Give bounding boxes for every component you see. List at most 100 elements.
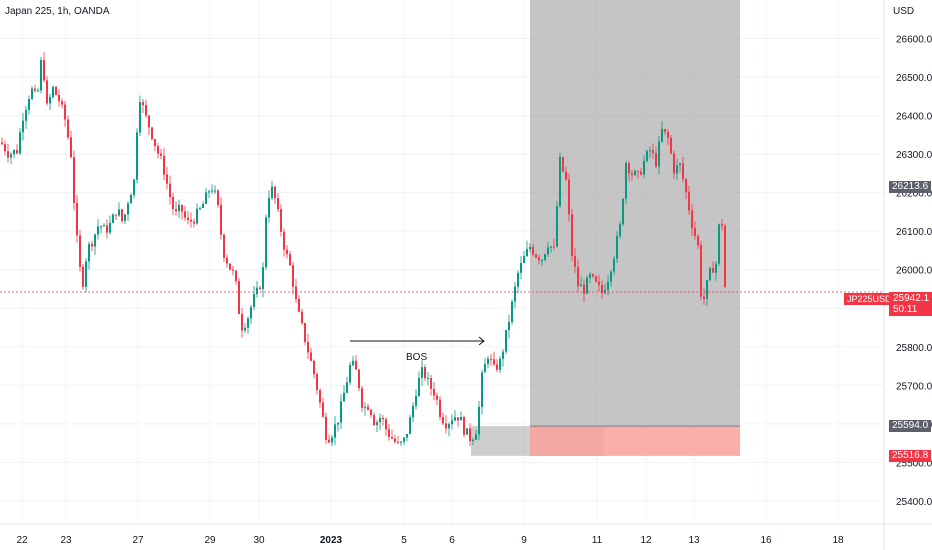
candle-body	[127, 203, 129, 215]
candle-body	[223, 234, 225, 258]
candle-body	[64, 104, 66, 120]
candle-body	[541, 259, 543, 261]
candle-body	[142, 102, 144, 106]
candle-body	[439, 399, 441, 417]
candle-body	[256, 287, 258, 295]
candle-body	[637, 170, 639, 172]
candle-body	[655, 152, 657, 167]
candle-body	[85, 261, 87, 287]
candle-body	[322, 402, 324, 417]
candle-body	[58, 94, 60, 102]
candle-body	[280, 209, 282, 232]
price-tick-label: 25500.0	[896, 458, 932, 469]
time-tick-label: 5	[401, 535, 407, 546]
time-tick-label: 23	[60, 535, 72, 546]
candle-body	[289, 254, 291, 266]
candle-body	[709, 268, 711, 281]
candle-body	[274, 186, 276, 199]
candle-body	[418, 377, 420, 397]
candle-body	[124, 214, 126, 221]
annotations[interactable]	[0, 291, 884, 346]
grid-lines	[0, 0, 884, 524]
candle-body	[394, 438, 396, 442]
candle-body	[196, 208, 198, 224]
candle-body	[688, 191, 690, 211]
candle-body	[13, 149, 15, 155]
candle-body	[592, 274, 594, 277]
candle-body	[553, 246, 555, 248]
price-tick-label: 26000.0	[896, 266, 932, 277]
candle-body	[328, 439, 330, 443]
candle-body	[169, 183, 171, 197]
candle-body	[721, 224, 723, 226]
candle-body	[7, 151, 9, 158]
candle-body	[214, 190, 216, 192]
price-tag: 25516.8	[889, 449, 932, 462]
candle-body	[172, 196, 174, 210]
candle-body	[373, 415, 375, 426]
time-tick-label: 12	[640, 535, 652, 546]
candle-body	[673, 153, 675, 174]
candle-body	[19, 132, 21, 154]
candle-body	[472, 439, 474, 442]
candle-body	[61, 101, 63, 105]
candle-body	[517, 272, 519, 287]
candle-body	[253, 294, 255, 308]
candle-body	[484, 364, 486, 373]
candle-body	[676, 165, 678, 174]
candle-body	[304, 323, 306, 343]
candle-body	[112, 214, 114, 223]
candle-body	[133, 179, 135, 195]
candle-body	[643, 160, 645, 175]
time-axis[interactable]: 22 23 27 29 30 2023 5 6 9 11 12 13 16 18	[0, 523, 932, 546]
candle-body	[598, 281, 600, 285]
candle-body	[556, 206, 558, 247]
candle-body	[538, 257, 540, 261]
candle-body	[589, 274, 591, 278]
candle-body	[358, 369, 360, 389]
candle-body	[433, 388, 435, 396]
candle-body	[211, 190, 213, 192]
candle-body	[244, 327, 246, 331]
candle-body	[178, 204, 180, 212]
bos-label: BOS	[406, 352, 428, 363]
candle-body	[685, 179, 687, 192]
candle-body	[565, 171, 567, 180]
candle-body	[535, 254, 537, 258]
candle-body	[40, 60, 42, 91]
candle-body	[106, 225, 108, 233]
time-tick-label: 29	[204, 535, 216, 546]
candle-body	[505, 330, 507, 352]
candle-body	[514, 286, 516, 302]
symbol-tag: JP225USD	[844, 293, 895, 305]
candle-body	[331, 437, 333, 443]
candle-body	[532, 246, 534, 255]
candle-body	[622, 198, 624, 225]
candle-body	[604, 289, 606, 294]
target-zone	[530, 0, 740, 427]
candle-body	[511, 301, 513, 322]
candle-body	[88, 243, 90, 262]
candle-body	[229, 263, 231, 270]
position-zones[interactable]	[471, 0, 740, 456]
candle-body	[49, 97, 51, 104]
candle-body	[43, 60, 45, 81]
candle-body	[661, 128, 663, 142]
candle-body	[190, 219, 192, 222]
bos-arrowhead	[478, 336, 485, 346]
candle-body	[361, 388, 363, 408]
candle-body	[610, 271, 612, 282]
candle-body	[136, 132, 138, 180]
candle-body	[154, 139, 156, 147]
candle-body	[682, 163, 684, 180]
price-axis[interactable]: 25400.025500.025600.025700.025800.025900…	[883, 0, 932, 550]
candle-body	[166, 174, 168, 184]
candle-body	[634, 170, 636, 176]
candle-body	[307, 342, 309, 353]
candle-body	[100, 226, 102, 228]
candle-body	[301, 311, 303, 324]
price-tick-label: 26600.0	[896, 35, 932, 46]
candle-body	[205, 192, 207, 204]
candle-body	[292, 265, 294, 287]
